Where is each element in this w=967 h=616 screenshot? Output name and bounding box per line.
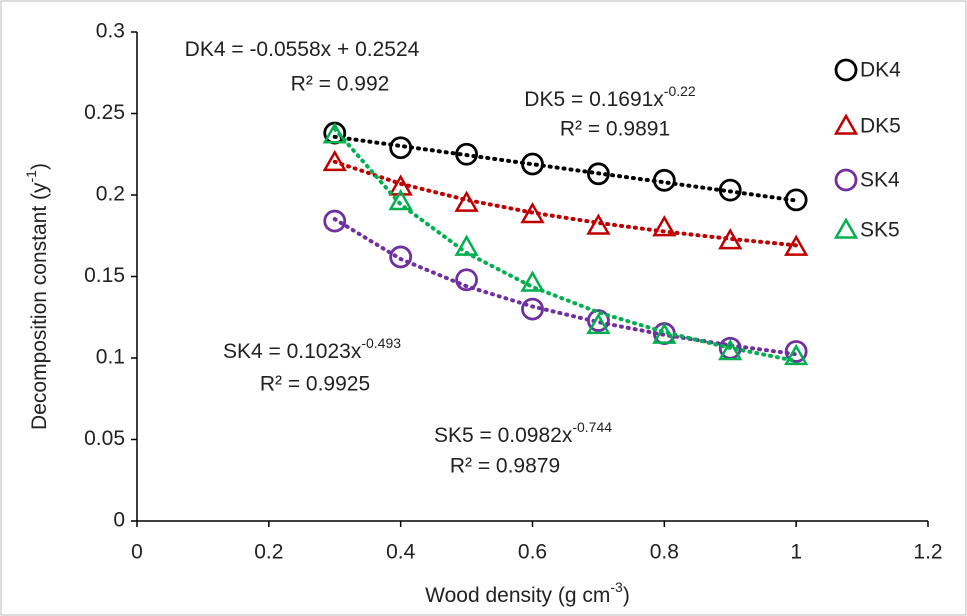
y-tick-label: 0.3	[96, 20, 125, 43]
trend-equation-sup: -0.744	[572, 419, 612, 435]
trend-equation: SK5 = 0.0982x-0.744	[434, 419, 612, 447]
data-point	[388, 174, 413, 196]
x-axis-label-tail: )	[623, 584, 630, 607]
data-point	[784, 234, 809, 256]
y-tick-label: 0	[113, 509, 125, 532]
y-tick-label: 0.15	[84, 264, 125, 287]
trend-equation-text: SK4 = 0.1023x	[223, 340, 362, 363]
y-tick-label: 0.1	[96, 346, 125, 369]
trend-equation: SK4 = 0.1023x-0.493	[223, 335, 401, 363]
data-point	[784, 340, 808, 363]
legend-label: SK4	[860, 169, 900, 192]
x-tick-label: 0.2	[254, 541, 283, 564]
y-axis-label: Decomposition constant (y-1)	[23, 163, 51, 430]
data-point	[323, 209, 347, 233]
y-axis-label-text: Decomposition constant (y	[28, 182, 51, 430]
x-axis-label: Wood density (g cm-3)	[425, 579, 630, 607]
data-point	[388, 189, 413, 211]
x-tick-label: 0	[131, 541, 143, 564]
data-point	[784, 188, 808, 212]
trend-r2: R² = 0.9879	[450, 455, 560, 478]
legend-marker	[834, 58, 858, 82]
legend-marker	[833, 217, 859, 239]
data-point	[455, 142, 478, 166]
x-axis-label-sup: -3	[610, 579, 623, 595]
x-tick-label: 1	[790, 541, 802, 564]
trend-r2: R² = 0.9925	[260, 373, 370, 396]
data-point	[652, 168, 676, 192]
trend-r2: R² = 0.992	[291, 73, 390, 96]
x-tick-label: 1.2	[913, 541, 942, 564]
data-point	[718, 338, 743, 361]
data-point	[454, 234, 479, 256]
data-point	[389, 136, 413, 160]
legend-label: DK5	[860, 115, 901, 138]
data-point	[652, 322, 677, 344]
legend-marker	[833, 113, 859, 135]
data-point	[718, 178, 742, 202]
legend-label: SK5	[860, 219, 900, 242]
data-point	[587, 309, 610, 332]
data-point	[520, 270, 545, 292]
x-tick-label: 0.8	[650, 541, 679, 564]
data-point	[455, 268, 478, 292]
data-point	[520, 202, 545, 224]
y-axis-label-sup: -1	[23, 170, 39, 183]
data-point	[586, 213, 611, 235]
y-tick-label: 0.2	[96, 183, 125, 206]
legend-marker	[834, 168, 858, 192]
data-point	[521, 297, 544, 321]
data-point	[389, 245, 413, 269]
trend-equation-sup: -0.22	[664, 83, 696, 99]
data-point	[652, 215, 677, 237]
x-tick-label: 0.6	[518, 541, 547, 564]
trend-equation: DK4 = -0.0558x + 0.2524	[185, 38, 420, 61]
legend-label: DK4	[860, 59, 901, 82]
x-tick-label: 0.4	[386, 541, 416, 564]
trend-equation-sup: -0.493	[361, 335, 401, 351]
trendline	[332, 217, 799, 357]
y-tick-label: 0.05	[84, 427, 125, 450]
x-axis-label-text: Wood density (g cm	[425, 584, 610, 607]
y-tick-label: 0.25	[84, 101, 125, 124]
data-point	[718, 228, 743, 250]
trendline	[332, 159, 799, 248]
data-point	[454, 190, 479, 212]
trend-r2: R² = 0.9891	[560, 118, 670, 141]
trend-equation-text: DK5 = 0.1691x	[524, 88, 664, 111]
y-axis-label-tail: )	[28, 163, 51, 170]
data-point	[521, 152, 544, 176]
trend-equation-text: DK4 = -0.0558x + 0.2524	[185, 38, 420, 61]
trend-equation-text: SK5 = 0.0982x	[434, 424, 573, 447]
data-point	[784, 343, 809, 366]
data-point	[586, 312, 611, 335]
trendline	[332, 126, 799, 363]
data-point	[587, 162, 610, 186]
trend-equation: DK5 = 0.1691x-0.22	[524, 83, 696, 111]
data-point	[322, 149, 347, 172]
data-point	[322, 122, 347, 144]
